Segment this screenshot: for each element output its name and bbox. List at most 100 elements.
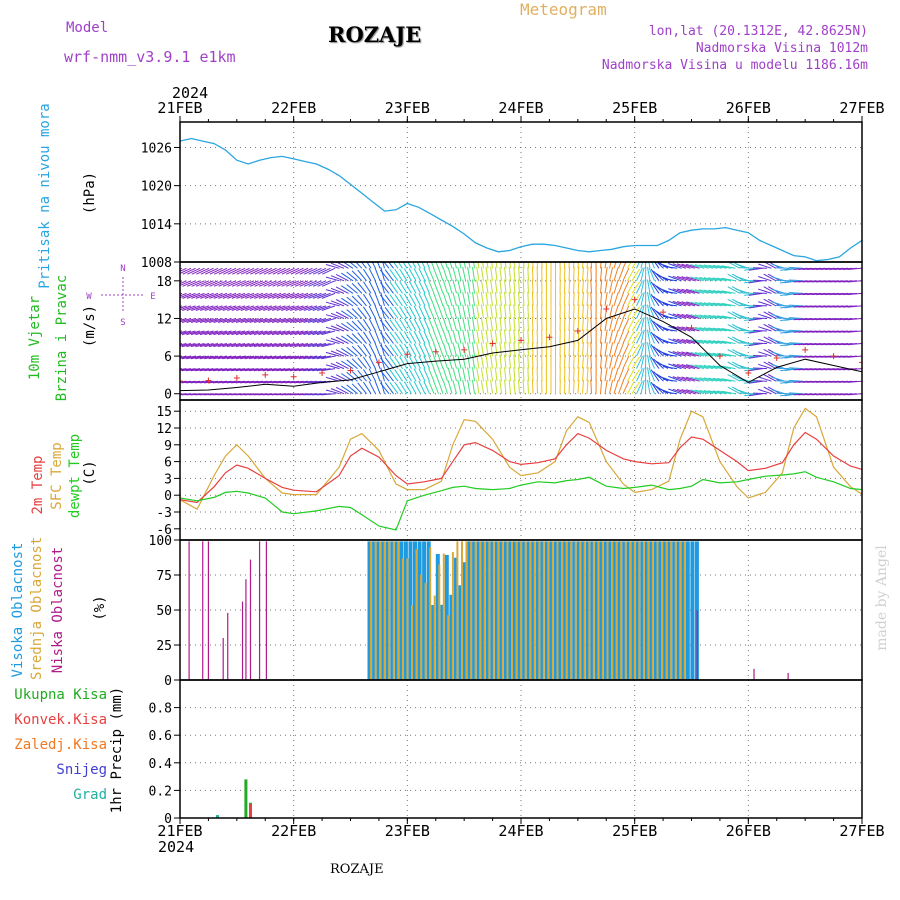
- gust-marker: [546, 334, 553, 341]
- wind-arrow: [245, 280, 259, 287]
- cloud-mid-bar: [561, 541, 563, 680]
- wind-arrow: [383, 262, 390, 269]
- wind-arrow: [389, 344, 399, 357]
- wind-arrow: [351, 308, 363, 319]
- wind-arrow: [462, 317, 466, 332]
- wind-arrow: [457, 342, 462, 357]
- wind-arrow: [428, 292, 435, 307]
- wind-arrow: [236, 280, 250, 287]
- wind-arrow: [421, 262, 426, 269]
- wind-arrow: [276, 305, 291, 311]
- wind-arrow: [685, 364, 700, 370]
- wind-arrow: [272, 280, 286, 287]
- wind-arrow: [240, 305, 255, 311]
- cloud-mid-bar: [647, 541, 650, 680]
- wind-arrow: [532, 262, 534, 269]
- wind-arrow: [253, 355, 268, 360]
- wind-arrow: [394, 369, 403, 382]
- wind-arrow: [195, 305, 210, 311]
- wind-arrow: [231, 380, 246, 384]
- cloud-mid-bar: [570, 541, 573, 680]
- wind-arrow: [213, 280, 228, 287]
- wind-arrow: [200, 280, 214, 287]
- wind-arrow: [685, 376, 700, 382]
- wind-arrow: [181, 318, 196, 323]
- wind-arrow: [672, 351, 687, 357]
- cloud-mid-bar: [592, 541, 595, 680]
- wind-arrow: [199, 380, 214, 384]
- cloud-high-bar: [585, 541, 590, 680]
- wind-arrow: [379, 357, 390, 369]
- wind-arrow: [330, 325, 345, 332]
- wind-arrow: [335, 336, 349, 344]
- wind-arrow: [727, 298, 741, 307]
- wind-arrow: [600, 291, 603, 306]
- wind-arrow: [180, 368, 192, 371]
- wind-arrow: [271, 343, 286, 348]
- wind-arrow: [508, 317, 511, 332]
- year-top: 2024: [172, 84, 209, 102]
- cloud-high-bar: [685, 541, 690, 680]
- wind-arrow: [380, 317, 385, 332]
- gust-marker: [205, 377, 212, 384]
- wind-arrow: [613, 342, 619, 357]
- wind-arrow: [788, 279, 804, 282]
- wind-arrow: [418, 305, 426, 319]
- wind-arrow: [462, 266, 466, 281]
- wind-arrow: [442, 330, 448, 344]
- wind-arrow: [577, 354, 580, 369]
- wind-arrow: [276, 380, 291, 384]
- wind-arrow: [236, 292, 250, 299]
- wind-arrow: [428, 317, 435, 332]
- wind-arrow: [699, 377, 714, 382]
- wind-arrow: [721, 302, 736, 307]
- wind-arrow: [418, 318, 426, 332]
- wind-arrow: [253, 330, 268, 336]
- cloud-mid-bar: [488, 541, 491, 680]
- cloud-high-bar: [426, 541, 431, 680]
- wind-arrow: [476, 379, 480, 394]
- wind-arrow: [677, 313, 691, 319]
- wind-arrow: [457, 304, 462, 319]
- gust-marker: [375, 359, 382, 366]
- wind-arrow: [636, 305, 643, 319]
- wind-arrow: [613, 292, 619, 307]
- cloud-high-bar: [490, 541, 495, 680]
- wind-arrow: [681, 313, 696, 319]
- wind-arrow: [186, 330, 201, 336]
- wind-arrow: [180, 355, 187, 358]
- wind-arrow: [379, 319, 390, 332]
- wind-arrow: [413, 280, 421, 294]
- wind-arrow: [647, 379, 651, 394]
- wind-arrow: [780, 393, 795, 397]
- wind-arrow: [485, 279, 489, 294]
- wind-arrow: [600, 304, 603, 319]
- wind-arrow: [380, 367, 385, 382]
- wind-arrow: [784, 343, 799, 346]
- wind-arrow: [351, 358, 363, 369]
- wind-arrow: [721, 390, 736, 395]
- wind-arrow: [780, 380, 795, 384]
- wind-arrow: [428, 280, 435, 294]
- year-bottom: 2024: [158, 838, 195, 856]
- y-tick-label: 0.6: [149, 729, 172, 744]
- wind-arrow: [452, 317, 457, 332]
- wind-arrow: [330, 275, 345, 282]
- cloud-mid-bar: [542, 541, 545, 680]
- wind-arrow: [758, 288, 772, 294]
- wind-arrow: [208, 368, 223, 372]
- y-tick-label: 9: [164, 439, 172, 454]
- wind-arrow: [312, 380, 327, 384]
- cloud-high-bar: [540, 541, 545, 680]
- wind-arrow: [618, 380, 624, 394]
- wind-arrow: [231, 368, 246, 372]
- cloud-high-bar: [544, 541, 549, 680]
- wind-arrow: [690, 376, 705, 382]
- y-tick-label: 1008: [141, 256, 172, 271]
- wind-arrow: [522, 329, 525, 344]
- wind-arrow: [780, 292, 795, 296]
- wind-arrow: [384, 294, 394, 307]
- wind-arrow: [285, 305, 300, 311]
- wind-arrow: [650, 369, 660, 382]
- cloud-mid-bar: [579, 541, 582, 680]
